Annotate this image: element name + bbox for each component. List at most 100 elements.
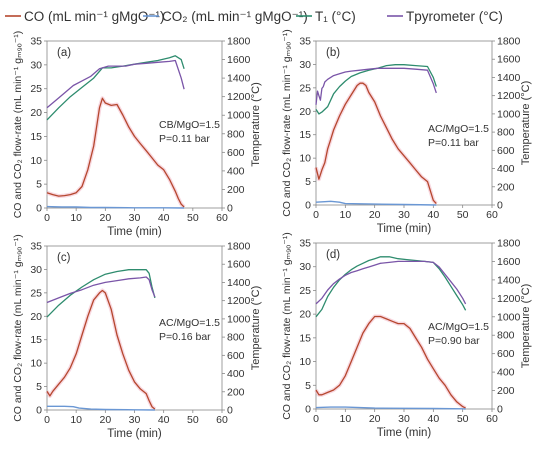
y-left-tick-label: 30	[299, 261, 311, 273]
y-left-tick-label: 35	[299, 238, 311, 250]
legend-label: CO (mL min⁻¹ gMgO⁻¹)	[24, 9, 165, 24]
y-left-axis-title: CO and CO₂ flow-rate (mL min⁻¹ gₘ₉ₒ⁻¹)	[281, 29, 293, 217]
series-co-line	[315, 82, 437, 205]
y-left-tick-label: 0	[305, 200, 311, 212]
y-right-tick-label: 600	[227, 147, 245, 159]
y-left-tick-label: 25	[30, 287, 42, 299]
panel-label: (d)	[326, 249, 340, 261]
panel-label: (a)	[57, 47, 71, 59]
legend-item: Tpyrometer (°C)	[387, 9, 503, 24]
y-right-tick-label: 1400	[497, 72, 521, 84]
y-left-tick-label: 0	[305, 404, 311, 416]
series-co2-line	[46, 205, 185, 209]
y-right-tick-label: 1800	[497, 36, 521, 48]
y-left-tick-label: 5	[305, 176, 311, 188]
x-tick-label: 20	[369, 209, 381, 221]
y-right-tick-label: 1600	[227, 259, 251, 271]
x-tick-label: 30	[129, 414, 141, 426]
y-right-tick-label: 800	[497, 330, 515, 342]
y-left-tick-label: 20	[30, 311, 42, 323]
y-left-axis-title: CO and CO₂ flow-rate (mL min⁻¹ gₘ₉ₒ⁻¹)	[281, 232, 293, 420]
y-right-tick-label: 800	[497, 127, 515, 139]
series-t1-line	[315, 256, 467, 318]
y-left-tick-label: 0	[36, 405, 42, 417]
chart-panel: 0 10 20 30 40 50 60051015202530350200400600800…	[12, 31, 262, 238]
y-right-tick-label: 200	[227, 184, 245, 196]
y-left-tick-label: 5	[36, 179, 42, 191]
panel-annotation: AC/MgO=1.5	[428, 321, 489, 333]
y-left-tick-label: 25	[299, 285, 311, 297]
y-right-tick-label: 0	[497, 200, 503, 212]
y-right-tick-label: 1800	[497, 238, 521, 250]
y-right-tick-label: 200	[497, 385, 515, 397]
legend-item: CO₂ (mL min⁻¹ gMgO⁻¹)	[143, 9, 308, 24]
y-right-tick-label: 1600	[497, 54, 521, 66]
y-right-tick-label: 1200	[227, 91, 251, 103]
y-right-tick-label: 0	[227, 405, 233, 417]
series-co-error-band	[45, 288, 157, 411]
y-left-tick-label: 15	[30, 334, 42, 346]
y-right-tick-label: 400	[497, 163, 515, 175]
x-tick-label: 60	[216, 212, 228, 224]
y-right-tick-label: 1200	[227, 295, 251, 307]
y-left-tick-label: 15	[299, 129, 311, 141]
y-right-tick-label: 1400	[497, 274, 521, 286]
y-right-tick-label: 1400	[227, 277, 251, 289]
x-tick-label: 10	[70, 414, 82, 426]
chart-panel: 0 10 20 30 40 50 60051015202530350200400600800…	[281, 232, 532, 439]
x-tick-label: 0	[313, 209, 319, 221]
y-right-tick-label: 1600	[227, 54, 251, 66]
y-right-tick-label: 400	[497, 367, 515, 379]
series-co2-line	[315, 406, 466, 410]
y-left-tick-label: 10	[30, 358, 42, 370]
y-left-tick-label: 10	[299, 356, 311, 368]
y-left-tick-label: 20	[30, 107, 42, 119]
x-tick-label: 10	[70, 212, 82, 224]
series-co-error-band	[46, 96, 186, 209]
x-axis-title: Time (min)	[107, 428, 162, 440]
x-tick-label: 40	[427, 413, 439, 425]
y-right-tick-label: 1000	[497, 311, 521, 323]
legend-label: Tpyrometer (°C)	[406, 9, 503, 24]
x-tick-label: 50	[457, 209, 469, 221]
y-left-tick-label: 10	[30, 155, 42, 167]
y-right-tick-label: 600	[497, 348, 515, 360]
x-tick-label: 10	[339, 413, 351, 425]
x-tick-label: 40	[427, 209, 439, 221]
y-right-tick-label: 800	[227, 332, 245, 344]
x-tick-label: 40	[158, 414, 170, 426]
x-tick-label: 0	[44, 212, 50, 224]
y-right-tick-label: 1400	[227, 73, 251, 85]
panel-annotation: AC/MgO=1.5	[159, 317, 220, 329]
panel-label: (b)	[326, 47, 340, 59]
series-co-line	[46, 97, 185, 208]
legend-item: CO (mL min⁻¹ gMgO⁻¹)	[5, 9, 165, 24]
y-left-tick-label: 15	[299, 332, 311, 344]
series-t1-line	[315, 64, 437, 115]
chart-panel: 0 10 20 30 40 50 60051015202530350200400600800…	[281, 29, 532, 235]
x-tick-label: 0	[44, 414, 50, 426]
series-co-line	[315, 315, 466, 409]
y-right-tick-label: 400	[227, 368, 245, 380]
y-left-tick-label: 35	[299, 36, 311, 48]
legend: CO (mL min⁻¹ gMgO⁻¹)CO₂ (mL min⁻¹ gMgO⁻¹…	[5, 9, 503, 24]
y-right-tick-label: 600	[497, 145, 515, 157]
y-right-tick-label: 200	[497, 181, 515, 193]
series-t1-line	[46, 55, 185, 121]
series-tpyrometer-line	[46, 59, 185, 109]
y-left-tick-label: 35	[30, 241, 42, 253]
panel-annotation: P=0.16 bar	[159, 331, 211, 343]
y-left-tick-label: 30	[299, 59, 311, 71]
y-left-tick-label: 5	[36, 381, 42, 393]
x-tick-label: 60	[486, 209, 498, 221]
y-right-tick-label: 1000	[497, 108, 521, 120]
chart-panel: 0 10 20 30 40 50 60051015202530350200400600800…	[12, 234, 262, 440]
y-right-tick-label: 0	[227, 203, 233, 215]
panel-annotation: AC/MgO=1.5	[428, 123, 489, 135]
y-left-axis-title: CO and CO₂ flow-rate (mL min⁻¹ gₘ₉ₒ⁻¹)	[12, 234, 24, 422]
series-tpyrometer-line	[315, 260, 467, 305]
y-left-tick-label: 25	[299, 82, 311, 94]
x-tick-label: 10	[339, 209, 351, 221]
x-axis-title: Time (min)	[377, 427, 432, 439]
